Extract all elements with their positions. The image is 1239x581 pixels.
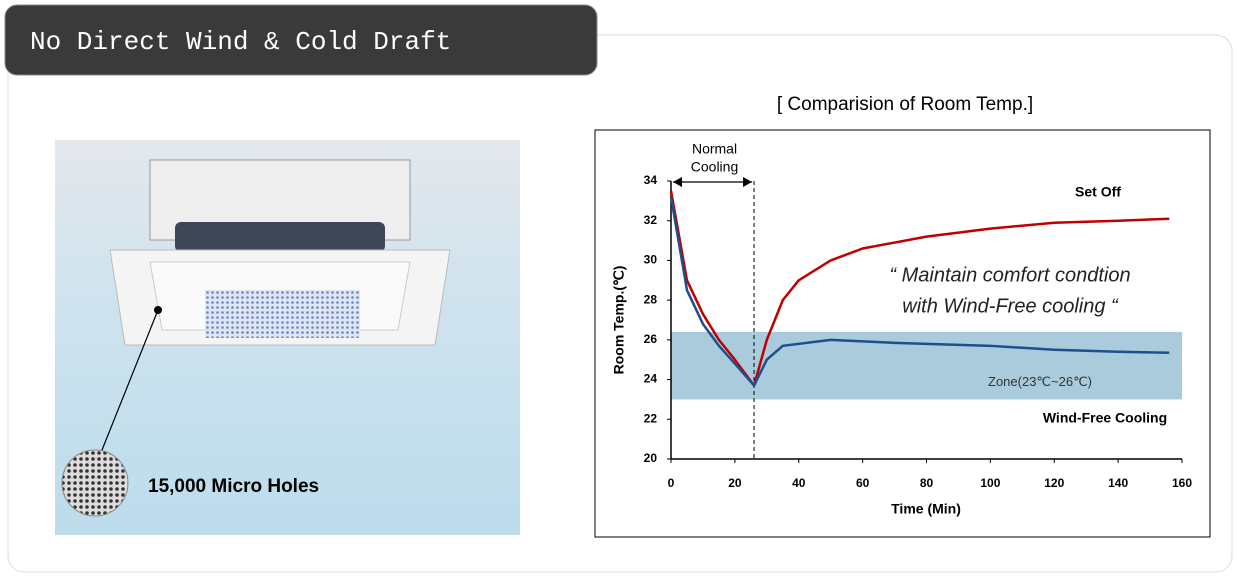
y-tick-label: 24 xyxy=(644,372,658,386)
series-line xyxy=(669,190,1170,387)
y-tick-label: 22 xyxy=(644,411,658,425)
y-tick-label: 28 xyxy=(644,292,658,306)
series-label: Wind-Free Cooling xyxy=(1043,410,1167,426)
x-tick-label: 40 xyxy=(792,476,806,490)
x-axis-label: Time (Min) xyxy=(891,501,961,517)
chart: Zone(23℃~26℃) 20 22 24 26 28 30 32 34 0 20 40 60 80 10… xyxy=(611,141,1193,517)
annotation: “ Maintain comfort condtion xyxy=(889,264,1130,286)
x-tick-label: 100 xyxy=(980,476,1000,490)
title-tab xyxy=(4,4,598,76)
chart-title: [ Comparision of Room Temp.] xyxy=(777,94,1033,115)
y-axis-label: Room Temp.(℃) xyxy=(611,266,627,375)
x-tick-label: 160 xyxy=(1172,476,1192,490)
zone-band xyxy=(671,331,1182,400)
page-title: No Direct Wind & Cold Draft xyxy=(30,27,451,57)
x-tick-label: 60 xyxy=(856,476,870,490)
series-label: Set Off xyxy=(1075,184,1121,200)
zone-label: Zone(23℃~26℃) xyxy=(988,374,1092,389)
y-tick-label: 34 xyxy=(644,173,658,187)
arrow-head xyxy=(673,177,753,187)
x-tick-label: 0 xyxy=(668,476,675,490)
x-tick-label: 140 xyxy=(1108,476,1128,490)
x-tick-label: 20 xyxy=(728,476,742,490)
image-caption: 15,000 Micro Holes xyxy=(148,476,319,497)
x-tick-label: 80 xyxy=(920,476,934,490)
y-tick-label: 30 xyxy=(644,253,658,267)
y-tick-label: 32 xyxy=(644,213,658,227)
y-tick-label: 20 xyxy=(644,451,658,465)
normal-cooling-label: Cooling xyxy=(691,159,738,175)
normal-cooling-label: Normal xyxy=(692,141,737,157)
y-tick-label: 26 xyxy=(644,332,658,346)
annotation: with Wind-Free cooling “ xyxy=(902,295,1119,317)
series-line xyxy=(669,196,1170,387)
x-tick-label: 120 xyxy=(1044,476,1064,490)
product-image xyxy=(55,140,520,535)
